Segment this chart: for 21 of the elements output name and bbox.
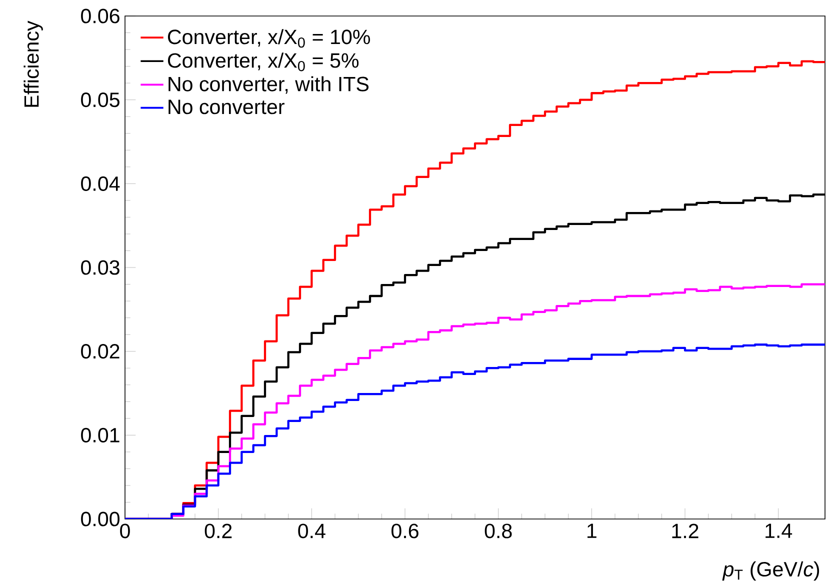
y-tick-label: 0.04: [81, 176, 120, 191]
y-axis-title: Efficiency: [24, 20, 43, 107]
y-tick-label: 0.02: [81, 344, 120, 359]
y-tick-label: 0.06: [81, 8, 120, 24]
x-tick-label: 1.2: [672, 524, 698, 538]
x-tick-label: 0.2: [204, 524, 232, 538]
y-tick-label: 0.00: [81, 512, 120, 526]
x-tick-label: 1.4: [766, 524, 792, 538]
x-tick-label: 0.4: [298, 524, 326, 538]
legend-label: Converter, x/X$_{0}$ = 10%: [168, 29, 370, 48]
y-tick-label: 0.01: [81, 428, 120, 442]
x-tick-label: 0: [120, 524, 130, 538]
x-tick-label: 0.8: [484, 524, 512, 538]
legend-label: Converter, x/X$_{0}$ = 5%: [168, 52, 359, 72]
y-tick-label: 0.03: [81, 260, 120, 275]
x-tick-label: 1: [588, 524, 596, 538]
y-tick-label: 0.05: [81, 92, 120, 108]
x-tick-label: 0.6: [392, 524, 418, 538]
legend-label: No converter, with ITS: [168, 76, 369, 94]
legend-label: No converter: [168, 100, 284, 114]
x-axis-title: p$_{T}$ (GeV/c): [722, 561, 820, 581]
